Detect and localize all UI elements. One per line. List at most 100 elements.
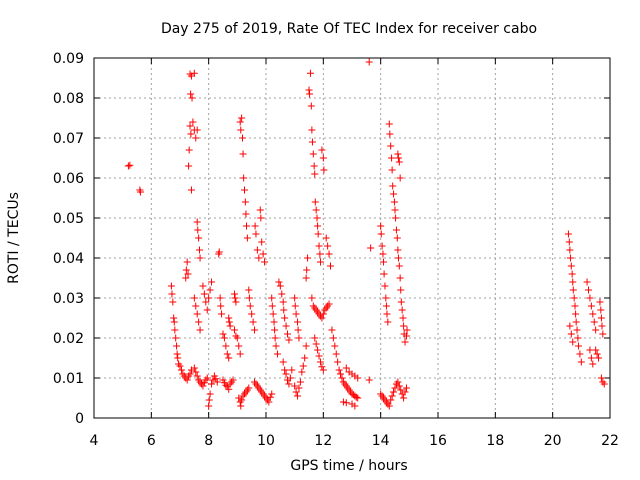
data-point <box>225 385 233 393</box>
data-point <box>401 388 409 396</box>
data-point <box>324 242 332 250</box>
data-point <box>275 278 283 286</box>
data-point <box>238 114 246 122</box>
y-tick-label: 0.03 <box>53 291 84 307</box>
data-point <box>310 162 318 170</box>
data-point <box>190 294 198 302</box>
data-point <box>203 306 211 314</box>
data-point <box>236 118 244 126</box>
x-tick-label: 14 <box>372 433 390 449</box>
data-point <box>209 376 217 384</box>
data-point <box>596 298 604 306</box>
data-point <box>318 314 326 322</box>
data-point <box>239 150 247 158</box>
data-point <box>185 146 193 154</box>
data-point <box>328 326 336 334</box>
data-point <box>257 214 265 222</box>
data-point <box>311 198 319 206</box>
data-point <box>235 342 243 350</box>
data-point <box>306 69 314 77</box>
data-point <box>392 226 400 234</box>
data-point <box>569 278 577 286</box>
data-point <box>386 130 394 138</box>
data-point <box>295 384 303 392</box>
y-tick-label: 0.08 <box>53 91 84 107</box>
data-point <box>303 266 311 274</box>
data-point <box>377 230 385 238</box>
data-point <box>377 222 385 230</box>
data-point <box>311 334 319 342</box>
data-point <box>215 248 223 256</box>
data-point <box>384 318 392 326</box>
data-point <box>240 174 248 182</box>
data-point <box>316 250 324 258</box>
data-point <box>182 266 190 274</box>
data-point <box>269 310 277 318</box>
data-point <box>167 282 175 290</box>
data-point <box>308 294 316 302</box>
x-tick-label: 8 <box>204 433 213 449</box>
data-point <box>316 358 324 366</box>
data-point <box>381 282 389 290</box>
data-point <box>261 258 269 266</box>
data-point <box>237 402 245 410</box>
data-point <box>187 186 195 194</box>
data-point <box>577 358 585 366</box>
data-point <box>208 278 216 286</box>
data-point <box>266 393 274 401</box>
x-tick-label: 20 <box>544 433 562 449</box>
data-point <box>243 234 251 242</box>
data-point <box>354 374 362 382</box>
data-point <box>309 150 317 158</box>
data-point <box>320 166 328 174</box>
data-point <box>230 326 238 334</box>
data-point <box>319 310 327 318</box>
data-point <box>225 318 233 326</box>
data-point <box>383 310 391 318</box>
data-point <box>173 350 181 358</box>
data-point <box>292 388 300 396</box>
data-point <box>590 318 598 326</box>
data-point <box>569 286 577 294</box>
data-point <box>564 230 572 238</box>
data-point <box>248 310 256 318</box>
data-point <box>337 370 345 378</box>
data-point <box>400 394 408 402</box>
data-point <box>335 366 343 374</box>
data-point <box>600 380 608 388</box>
data-point <box>567 262 575 270</box>
data-point <box>202 298 210 306</box>
y-tick-label: 0 <box>75 411 84 427</box>
data-point <box>195 318 203 326</box>
x-tick-label: 16 <box>429 433 447 449</box>
data-point <box>403 326 411 334</box>
data-point <box>306 90 314 98</box>
data-point <box>222 342 230 350</box>
data-point <box>302 274 310 282</box>
data-point <box>592 346 600 354</box>
data-point <box>212 375 220 383</box>
data-point <box>208 380 216 388</box>
data-point <box>331 342 339 350</box>
data-point <box>587 354 595 362</box>
data-point <box>595 354 603 362</box>
data-point <box>279 298 287 306</box>
data-point <box>576 350 584 358</box>
data-point <box>291 294 299 302</box>
data-point <box>351 402 359 410</box>
data-point <box>572 310 580 318</box>
data-point <box>397 298 405 306</box>
data-point <box>194 226 202 234</box>
data-point <box>222 381 230 389</box>
data-point <box>567 330 575 338</box>
x-tick-label: 18 <box>486 433 504 449</box>
y-axis-label: ROTI / TECUs <box>6 192 22 284</box>
data-point <box>206 286 214 294</box>
data-point <box>385 402 393 410</box>
data-point <box>322 234 330 242</box>
data-point <box>389 182 397 190</box>
data-point <box>574 334 582 342</box>
data-point <box>193 372 201 380</box>
data-point <box>186 370 194 378</box>
